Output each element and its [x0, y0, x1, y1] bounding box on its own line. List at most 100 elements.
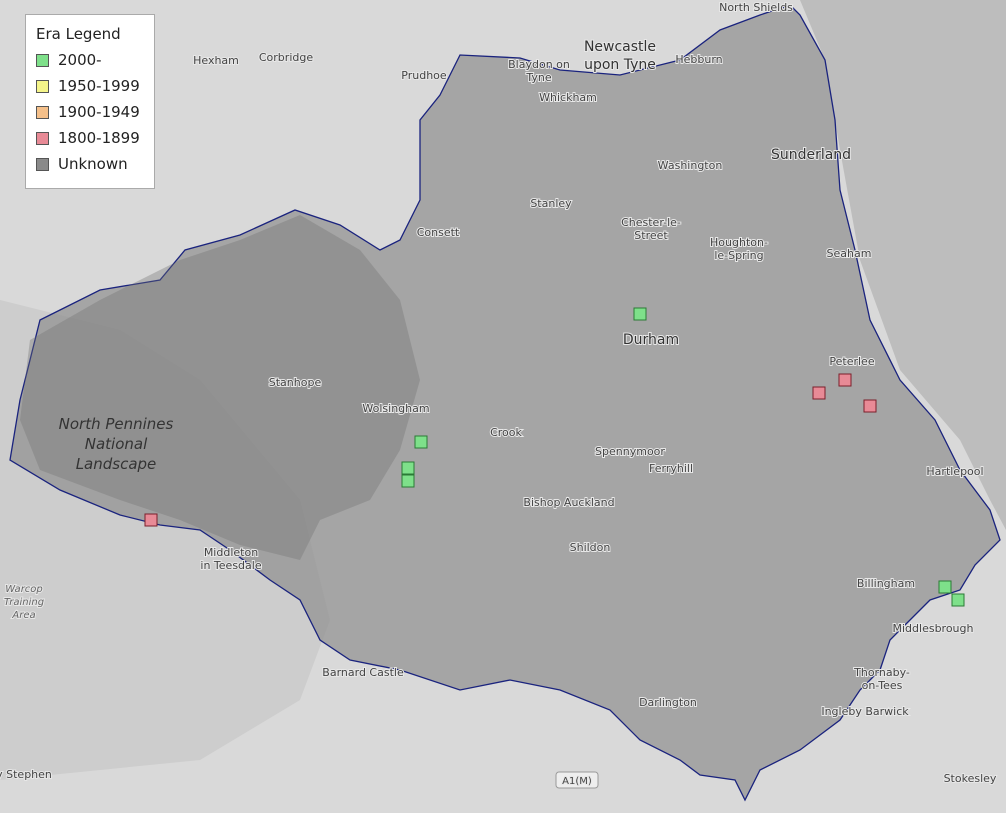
place-line: Washington: [658, 159, 723, 172]
place-label: Barnard Castle: [322, 666, 404, 679]
place-line: Tyne: [525, 71, 551, 84]
place-label: Houghton-le-Spring: [710, 236, 768, 262]
place-line: National: [85, 435, 148, 453]
place-label: Corbridge: [259, 51, 313, 64]
marker-1800[interactable]: [838, 373, 852, 387]
place-label: Wolsingham: [362, 402, 429, 415]
place-label: Darlington: [639, 696, 697, 709]
place-line: Stanley: [530, 197, 572, 210]
place-label: y Stephen: [0, 768, 52, 781]
place-line: North Pennines: [59, 415, 174, 433]
marker-2000[interactable]: [414, 435, 428, 449]
legend-label: 1900-1949: [58, 103, 140, 121]
place-label: Stanhope: [269, 376, 322, 389]
place-label: Hebburn: [675, 53, 722, 66]
legend-item: 1800-1899: [36, 125, 144, 151]
place-label: Stanley: [530, 197, 572, 210]
markers: [144, 307, 965, 607]
county-boundary: [9, 4, 1001, 802]
place-label: Newcastle upon Tyne: [584, 39, 656, 73]
swatch: [36, 79, 49, 93]
place-line: Hexham: [193, 54, 239, 67]
place-line: Seaham: [827, 247, 872, 260]
place-line: Houghton-: [710, 236, 768, 249]
place-line: Barnard Castle: [322, 666, 404, 679]
place-line: Bishop Auckland: [523, 496, 614, 509]
place-line: in Teesdale: [200, 559, 261, 572]
place-line: Wolsingham: [362, 402, 429, 415]
place-line: Ferryhill: [649, 462, 693, 475]
swatch: [36, 157, 49, 171]
legend-label: 1950-1999: [58, 77, 140, 95]
place-line: Hartlepool: [926, 465, 983, 478]
place-label: Spennymoor: [595, 445, 665, 458]
marker-2000[interactable]: [951, 593, 965, 607]
place-line: Landscape: [76, 455, 157, 473]
place-label: Billingham: [857, 577, 915, 590]
place-line: le-Spring: [714, 249, 763, 262]
place-label: Prudhoe: [401, 69, 447, 82]
place-label: Shildon: [570, 541, 611, 554]
place-label: Crook: [490, 426, 522, 439]
place-line: Hebburn: [675, 53, 722, 66]
place-line: Training: [4, 597, 44, 608]
place-line: Darlington: [639, 696, 697, 709]
place-line: Shildon: [570, 541, 611, 554]
marker-2000[interactable]: [938, 580, 952, 594]
place-label: Whickham: [539, 91, 597, 104]
place-line: Sunderland: [771, 147, 851, 163]
place-line: Corbridge: [259, 51, 313, 64]
place-label: Hexham: [193, 54, 239, 67]
legend: Era Legend 2000- 1950-1999 1900-1949 180…: [25, 14, 155, 189]
swatch: [36, 53, 49, 67]
place-label: Hartlepool: [926, 465, 983, 478]
place-label: Warcop Training Area: [4, 584, 44, 621]
place-label: Middleton in Teesdale: [200, 546, 261, 572]
sea: [800, 0, 1006, 530]
place-label: Seaham: [827, 247, 872, 260]
place-label: Chester-le-Street: [621, 216, 681, 242]
place-line: North Shields: [719, 1, 793, 14]
marker-2000[interactable]: [633, 307, 647, 321]
place-label: Blaydon on Tyne: [508, 58, 570, 84]
legend-label: 2000-: [58, 51, 102, 69]
place-line: Peterlee: [829, 355, 874, 368]
place-label: Thornaby-on-Tees: [853, 666, 910, 692]
place-label: Sunderland: [771, 147, 851, 163]
place-line: Ingleby Barwick: [821, 705, 909, 718]
place-line: upon Tyne: [584, 57, 656, 73]
place-line: Newcastle: [584, 39, 656, 55]
marker-2000[interactable]: [401, 474, 415, 488]
legend-item: 1900-1949: [36, 99, 144, 125]
marker-1800[interactable]: [812, 386, 826, 400]
legend-title: Era Legend: [36, 25, 121, 43]
swatch: [36, 131, 49, 145]
place-line: Crook: [490, 426, 522, 439]
place-line: Prudhoe: [401, 69, 447, 82]
legend-item: Unknown: [36, 151, 144, 177]
place-line: Thornaby-: [853, 666, 910, 679]
place-label: Stokesley: [944, 772, 997, 785]
place-label: North Pennines National Landscape: [59, 415, 174, 473]
legend-label: 1800-1899: [58, 129, 140, 147]
place-line: on-Tees: [862, 679, 903, 692]
place-line: Middleton: [204, 546, 258, 559]
place-label: Washington: [658, 159, 723, 172]
place-label: Bishop Auckland: [523, 496, 614, 509]
place-line: Billingham: [857, 577, 915, 590]
place-line: Blaydon on: [508, 58, 570, 71]
legend-item: 2000-: [36, 47, 144, 73]
place-label: Ferryhill: [649, 462, 693, 475]
place-line: Warcop: [5, 584, 43, 595]
national-landscape: [20, 215, 420, 560]
place-line: Stanhope: [269, 376, 322, 389]
place-label: North Shields: [719, 1, 793, 14]
marker-1800[interactable]: [863, 399, 877, 413]
place-label: Peterlee: [829, 355, 874, 368]
marker-1800[interactable]: [144, 513, 158, 527]
legend-item: 1950-1999: [36, 73, 144, 99]
marker-2000[interactable]: [401, 461, 415, 475]
place-line: Street: [634, 229, 668, 242]
